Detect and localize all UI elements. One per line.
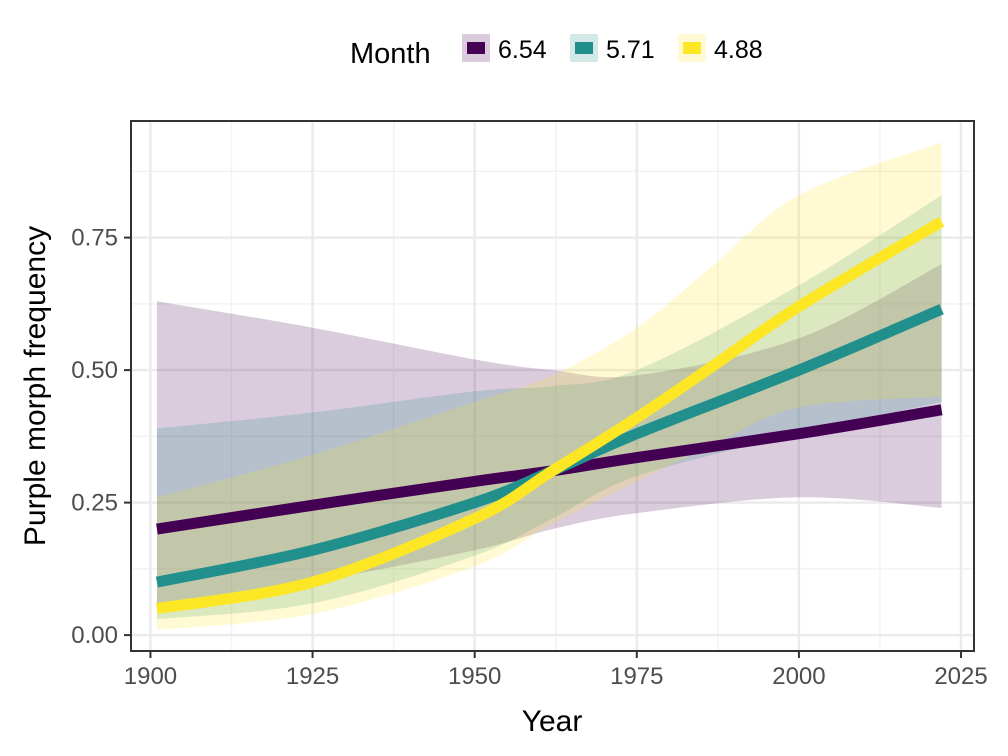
- ribbon-series-1: [156, 195, 942, 620]
- y-axis-title: Purple morph frequency: [19, 226, 52, 546]
- legend-title: Month: [350, 38, 431, 70]
- legend-label-2: 4.88: [714, 36, 763, 64]
- series-lines: [155, 216, 945, 615]
- y-tick-label: 0.50: [71, 357, 118, 384]
- ribbon-series-2: [156, 142, 942, 630]
- x-tick-label: 1900: [124, 663, 177, 690]
- y-tick-label: 0.25: [71, 490, 118, 517]
- x-tick-label: 1975: [610, 663, 663, 690]
- legend: Month 6.54 5.71 4.88: [350, 34, 763, 70]
- major-gridlines: [131, 121, 974, 651]
- ribbon-series-0: [156, 264, 942, 609]
- line-series-2: [156, 216, 945, 615]
- legend-label-0: 6.54: [498, 36, 547, 64]
- x-tick-label: 2000: [772, 663, 825, 690]
- y-tick-label: 0.75: [71, 225, 118, 252]
- y-axis: 0.00 0.25 0.50 0.75: [71, 225, 131, 649]
- plot-panel: [130, 120, 975, 652]
- x-axis-title: Year: [522, 705, 583, 738]
- x-tick-label: 1925: [286, 663, 339, 690]
- y-tick-label: 0.00: [71, 622, 118, 649]
- legend-key-2: [683, 42, 701, 54]
- legend-key-1: [575, 42, 593, 54]
- panel-border: [130, 120, 975, 652]
- x-tick-label: 1950: [448, 663, 501, 690]
- x-axis: 1900 1925 1950 1975 2000 2025: [124, 651, 988, 690]
- legend-label-1: 5.71: [606, 36, 655, 64]
- x-tick-label: 2025: [934, 663, 987, 690]
- legend-key-0: [467, 42, 485, 54]
- confidence-ribbons: [156, 142, 942, 630]
